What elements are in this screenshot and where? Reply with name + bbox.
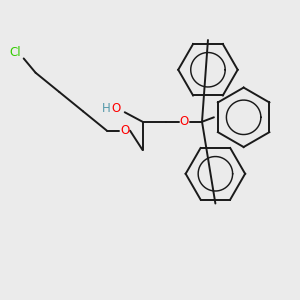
Text: O: O	[180, 115, 189, 128]
Text: H: H	[102, 103, 110, 116]
Text: O: O	[112, 103, 121, 116]
Text: O: O	[120, 124, 129, 137]
Text: Cl: Cl	[9, 46, 21, 59]
